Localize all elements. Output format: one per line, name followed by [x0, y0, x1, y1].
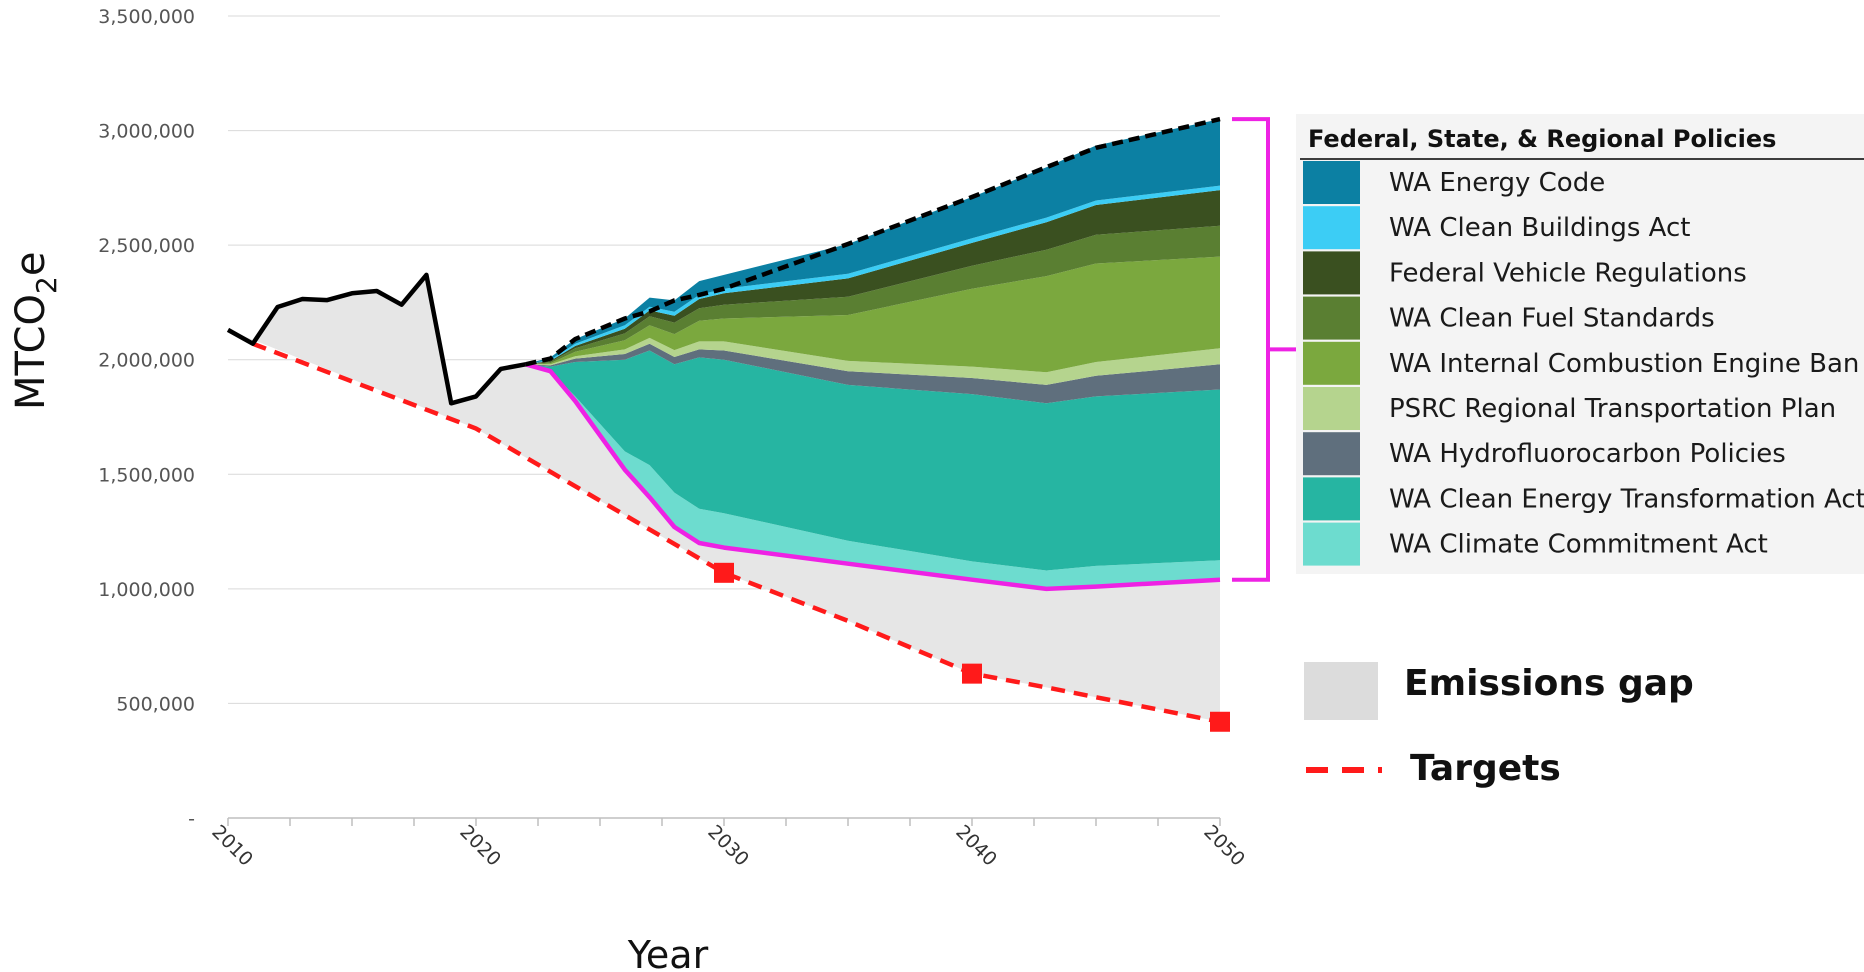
emissions-gap-layer — [228, 274, 1220, 722]
policy-legend: Federal, State, & Regional Policies WA E… — [1296, 114, 1864, 574]
y-tick-label-3500000: 3,500,000 — [98, 6, 195, 28]
legend-label-federal-vehicle-regulations: Federal Vehicle Regulations — [1389, 258, 1747, 288]
axes: - 500,000 1,000,000 1,500,000 2,000,000 2,500… — [98, 6, 1249, 871]
area-wa-clean-fuel-standards — [525, 225, 1220, 365]
legend-label-wa-climate-commitment-act: WA Climate Commitment Act — [1389, 530, 1768, 560]
legend-background — [1296, 114, 1864, 574]
legend-label-wa-hydrofluorocarbon-policies: WA Hydrofluorocarbon Policies — [1389, 439, 1786, 469]
target-marker-2040 — [962, 663, 982, 684]
x-tick-label-2020: 2020 — [455, 821, 505, 871]
y-tick-label-3000000: 3,000,000 — [98, 121, 195, 143]
x-tick-label-2010: 2010 — [207, 821, 257, 871]
area-wa-internal-combustion-engine-ban — [525, 256, 1220, 373]
emissions-gap-area — [228, 274, 1220, 722]
legend-swatch-psrc-regional-transportation-plan — [1303, 387, 1360, 430]
y-tick-label-2000000: 2,000,000 — [98, 350, 195, 372]
bracket-shape — [1232, 117, 1270, 582]
y-tick-label-1000000: 1,000,000 — [98, 579, 195, 601]
legend-label-wa-energy-code: WA Energy Code — [1389, 168, 1605, 198]
targets-label: Targets — [1410, 748, 1561, 789]
targets-line — [252, 341, 1221, 725]
x-tick-label-2050: 2050 — [1199, 821, 1249, 871]
legend-swatch-wa-hydrofluorocarbon-policies — [1303, 432, 1360, 476]
target-marker-2030 — [714, 562, 734, 583]
legend-label-wa-clean-energy-transformation-act: WA Clean Energy Transformation Act — [1389, 484, 1864, 514]
line-layer — [226, 116, 1230, 732]
legend-label-wa-clean-buildings-act: WA Clean Buildings Act — [1389, 213, 1691, 243]
area-wa-climate-commitment-act — [525, 364, 1220, 589]
legend-swatch-wa-energy-code — [1303, 161, 1360, 204]
legend-label-wa-internal-combustion-engine-ban: WA Internal Combustion Engine Ban — [1389, 349, 1859, 379]
emissions-gap-swatch — [1304, 662, 1378, 720]
legend-swatch-federal-vehicle-regulations — [1303, 251, 1360, 295]
legend-swatch-wa-internal-combustion-engine-ban — [1303, 341, 1360, 385]
bau-line — [525, 116, 1221, 367]
legend-swatch-wa-clean-buildings-act — [1303, 206, 1360, 250]
area-wa-clean-energy-transformation-act — [525, 350, 1220, 571]
policy-area-layer — [525, 119, 1220, 589]
emissions-gap-label: Emissions gap — [1404, 663, 1694, 704]
with-policies-line — [524, 362, 1221, 592]
x-axis-title: Year — [627, 933, 709, 972]
y-axis-title: MTCO2e — [8, 252, 63, 410]
legend-swatch-wa-clean-fuel-standards — [1303, 296, 1360, 340]
area-psrc-regional-transportation-plan — [525, 337, 1220, 385]
legend-label-psrc-regional-transportation-plan: PSRC Regional Transportation Plan — [1389, 394, 1836, 424]
y-tick-label-1500000: 1,500,000 — [98, 464, 195, 486]
y-tick-label-500000: 500,000 — [116, 693, 195, 715]
legend-swatch-wa-climate-commitment-act — [1303, 522, 1360, 566]
legend-swatch-wa-clean-energy-transformation-act — [1303, 477, 1360, 521]
area-wa-energy-code — [525, 119, 1220, 365]
x-tick-label-2030: 2030 — [703, 821, 753, 871]
target-marker-2050 — [1210, 711, 1230, 732]
historical-line — [226, 272, 527, 406]
y-tick-label-2500000: 2,500,000 — [98, 235, 195, 257]
legend-label-wa-clean-fuel-standards: WA Clean Fuel Standards — [1389, 304, 1715, 334]
legend-items: WA Energy Code WA Clean Buildings Act Fede… — [1303, 161, 1864, 566]
x-tick-label-2040: 2040 — [951, 821, 1001, 871]
area-wa-hydrofluorocarbon-policies — [525, 343, 1220, 404]
area-federal-vehicle-regulations — [525, 190, 1220, 365]
y-tick-label-0: - — [188, 808, 195, 830]
extra-legend: Emissions gap Targets — [1304, 662, 1694, 789]
legend-title: Federal, State, & Regional Policies — [1308, 125, 1776, 153]
policy-bracket — [1232, 117, 1296, 582]
